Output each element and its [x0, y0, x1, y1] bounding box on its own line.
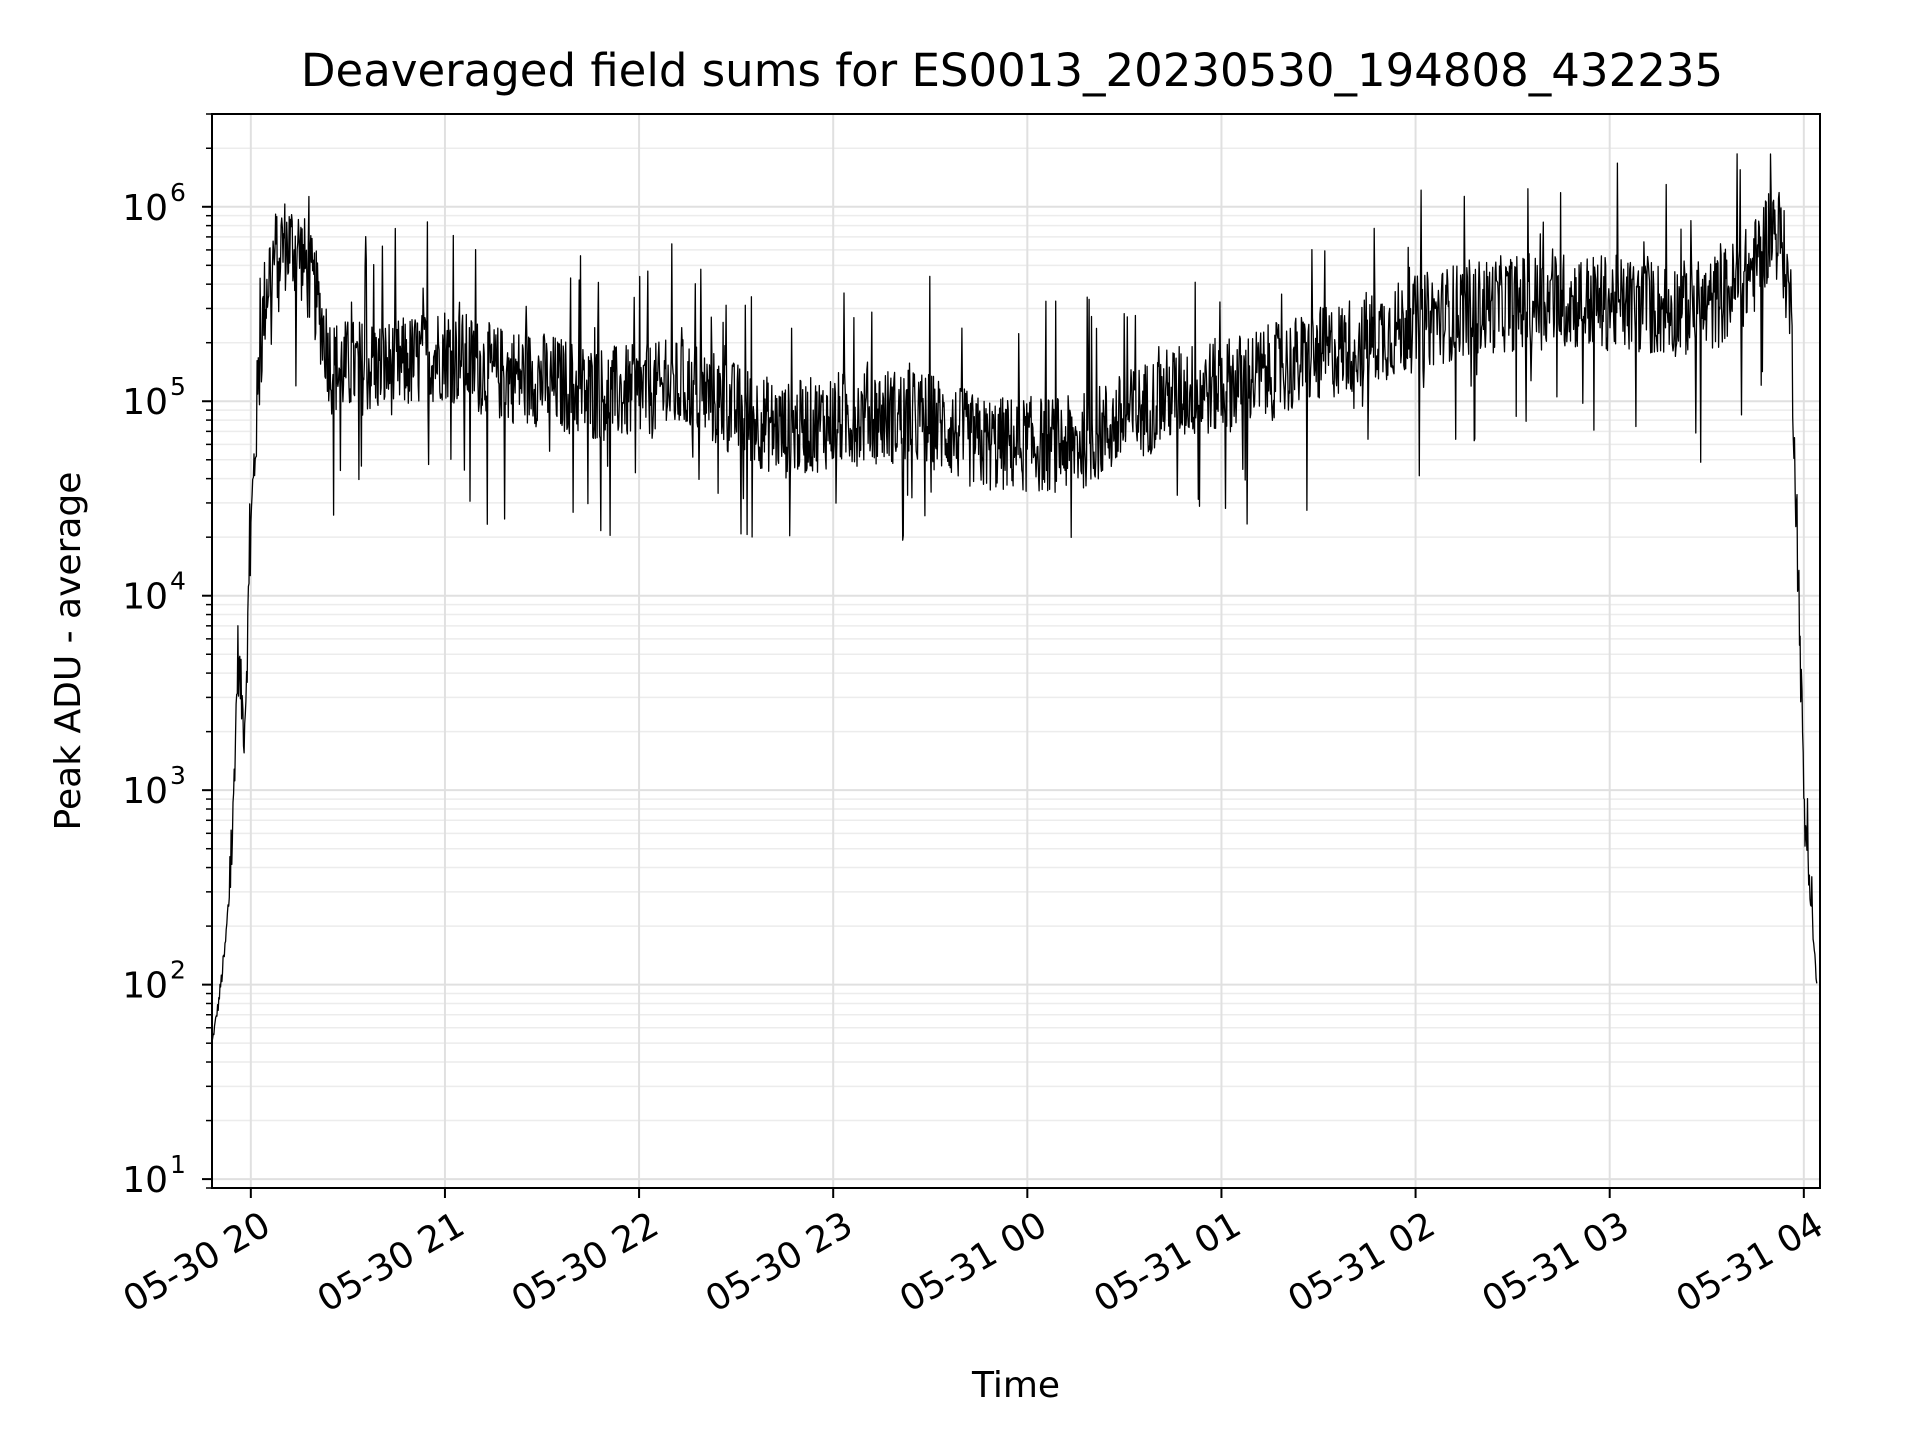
y-tick-label: 10: [122, 1160, 168, 1201]
y-axis-label: Peak ADU - average: [48, 472, 89, 831]
x-tick-label: 05-30 22: [505, 1204, 666, 1320]
y-tick-exponent: 1: [170, 1150, 186, 1179]
x-tick-label: 05-31 01: [1087, 1204, 1248, 1320]
y-tick-exponent: 5: [170, 372, 186, 401]
y-tick-exponent: 4: [170, 567, 186, 596]
series-line: [212, 153, 1818, 1043]
y-tick-exponent: 6: [170, 178, 186, 207]
plot-frame: [211, 113, 1821, 1189]
x-tick-label: 05-31 04: [1670, 1204, 1831, 1320]
x-tick-label: 05-31 00: [893, 1204, 1054, 1320]
x-axis-label: Time: [971, 1365, 1060, 1406]
x-tick-label: 05-30 23: [699, 1204, 860, 1320]
plot-area: [212, 153, 1818, 1043]
x-tick-label: 05-30 20: [117, 1204, 278, 1320]
y-tick-label: 10: [122, 188, 168, 229]
x-tick-label: 05-30 21: [311, 1204, 472, 1320]
x-axis: 05-30 20 05-30 21 05-30 22 05-30 23 05-31 00…: [117, 1188, 1831, 1321]
y-tick-label: 10: [122, 382, 168, 423]
x-tick-label: 05-31 02: [1281, 1204, 1442, 1320]
x-tick-label: 05-31 03: [1476, 1204, 1637, 1320]
y-tick-label: 10: [122, 771, 168, 812]
chart-title: Deaveraged field sums for ES0013_2023053…: [301, 44, 1723, 97]
y-tick-label: 10: [122, 966, 168, 1007]
y-tick-exponent: 2: [170, 956, 186, 985]
y-tick-exponent: 3: [170, 761, 186, 790]
y-tick-label: 10: [122, 577, 168, 618]
